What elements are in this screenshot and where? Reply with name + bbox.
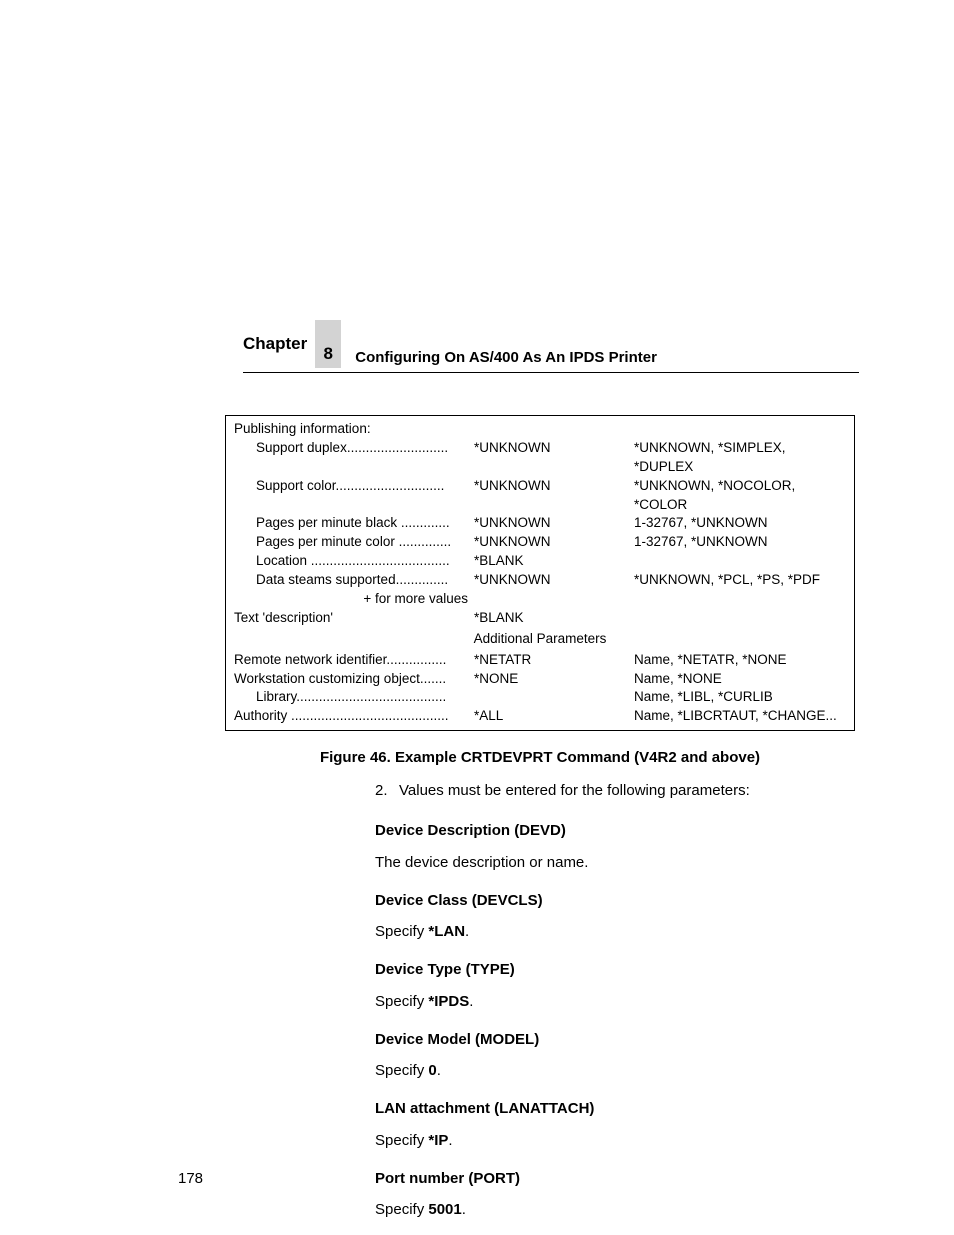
row-value: *UNKNOWN [474,477,634,515]
section-heading: Device Model (MODEL) [375,1029,855,1051]
bold-value: 0 [428,1062,436,1079]
list-text: Values must be entered for the following… [399,780,750,802]
row-value: *UNKNOWN [474,514,634,533]
row-options: 1-32767, *UNKNOWN [634,533,846,552]
section-paragraph: Specify 5001. [375,1199,855,1221]
bold-value: *IP [428,1132,448,1149]
chapter-label: Chapter [243,334,307,354]
chapter-number: 8 [324,344,333,364]
row-label: Support duplex..........................… [234,439,474,477]
row-value: *NETATR [474,651,634,670]
list-number: 2. [375,780,399,802]
row-options: Name, *LIBCRTAUT, *CHANGE... [634,707,846,726]
more-values: + for more values [234,590,474,609]
table-row: Location ...............................… [234,552,846,571]
section-heading: Device Class (DEVCLS) [375,890,855,912]
section-paragraph: Specify *LAN. [375,921,855,943]
table-row: Authority ..............................… [234,707,846,726]
section-heading: LAN attachment (LANATTACH) [375,1098,855,1120]
row-label: Library.................................… [234,688,474,707]
row-value [474,688,634,707]
row-options [634,552,846,571]
section-heading: Device Description (DEVD) [375,820,855,842]
row-value: *NONE [474,670,634,689]
row-label: Pages per minute color .............. [234,533,474,552]
table-row: Pages per minute black .............*UNK… [234,514,846,533]
more-values-row: + for more values [234,590,846,609]
row-options: *UNKNOWN, *NOCOLOR, *COLOR [634,477,846,515]
table-heading: Publishing information: [234,420,846,439]
chapter-number-box: 8 [315,320,341,368]
row-value: *UNKNOWN [474,571,634,590]
section-paragraph: The device description or name. [375,852,855,874]
table-row: Remote network identifier...............… [234,651,846,670]
row-options: Name, *NETATR, *NONE [634,651,846,670]
row-options: *UNKNOWN, *PCL, *PS, *PDF [634,571,846,590]
row-label: Support color...........................… [234,477,474,515]
table-row: Data steams supported..............*UNKN… [234,571,846,590]
row-label: Remote network identifier...............… [234,651,474,670]
chapter-box: Chapter 8 [243,320,355,368]
row-label: Data steams supported.............. [234,571,474,590]
row-options: Name, *LIBL, *CURLIB [634,688,846,707]
chapter-header: Chapter 8 Configuring On AS/400 As An IP… [243,320,859,373]
section-paragraph: Specify *IP. [375,1130,855,1152]
list-item: 2. Values must be entered for the follow… [375,780,855,802]
section-heading: Device Type (TYPE) [375,959,855,981]
row-label: Location ...............................… [234,552,474,571]
bold-value: 5001 [428,1201,461,1218]
figure-caption: Figure 46. Example CRTDEVPRT Command (V4… [225,749,855,766]
additional-params: Additional Parameters [234,628,846,651]
page: Chapter 8 Configuring On AS/400 As An IP… [0,0,954,1235]
section-paragraph: Specify *IPDS. [375,991,855,1013]
row-label: Authority ..............................… [234,707,474,726]
page-number: 178 [178,1170,203,1187]
row-value: *ALL [474,707,634,726]
row-value: *UNKNOWN [474,439,634,477]
row-value: *BLANK [474,552,634,571]
row-value: *UNKNOWN [474,533,634,552]
section-paragraph: Specify 0. [375,1060,855,1082]
bold-value: *LAN [428,923,465,940]
chapter-title: Configuring On AS/400 As An IPDS Printer [355,349,657,368]
table-row: Support color...........................… [234,477,846,515]
table-row: Workstation customizing object.......*NO… [234,670,846,689]
text-desc-label: Text 'description' [234,609,474,628]
section-heading: Port number (PORT) [375,1168,855,1190]
table-row: Support duplex..........................… [234,439,846,477]
row-options: *UNKNOWN, *SIMPLEX, *DUPLEX [634,439,846,477]
row-label: Workstation customizing object....... [234,670,474,689]
body-content: 2. Values must be entered for the follow… [375,780,855,1221]
row-label: Pages per minute black ............. [234,514,474,533]
parameter-table: Publishing information: Support duplex..… [225,415,855,731]
text-desc-value: *BLANK [474,609,634,628]
bold-value: *IPDS [428,993,469,1010]
table-row: Library.................................… [234,688,846,707]
row-options: Name, *NONE [634,670,846,689]
table-row: Pages per minute color ..............*UN… [234,533,846,552]
text-desc-row: Text 'description' *BLANK [234,609,846,628]
row-options: 1-32767, *UNKNOWN [634,514,846,533]
